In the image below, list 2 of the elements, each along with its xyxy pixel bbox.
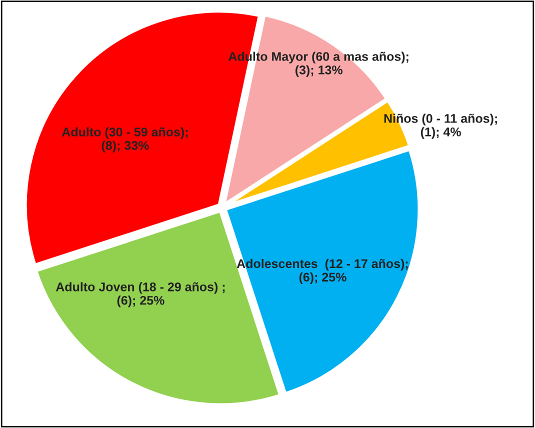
- slice-label: Adulto Joven (18 - 29 años) ; (6); 25%: [56, 282, 225, 308]
- slice-label: Adulto (30 - 59 años); (8); 33%: [62, 127, 188, 152]
